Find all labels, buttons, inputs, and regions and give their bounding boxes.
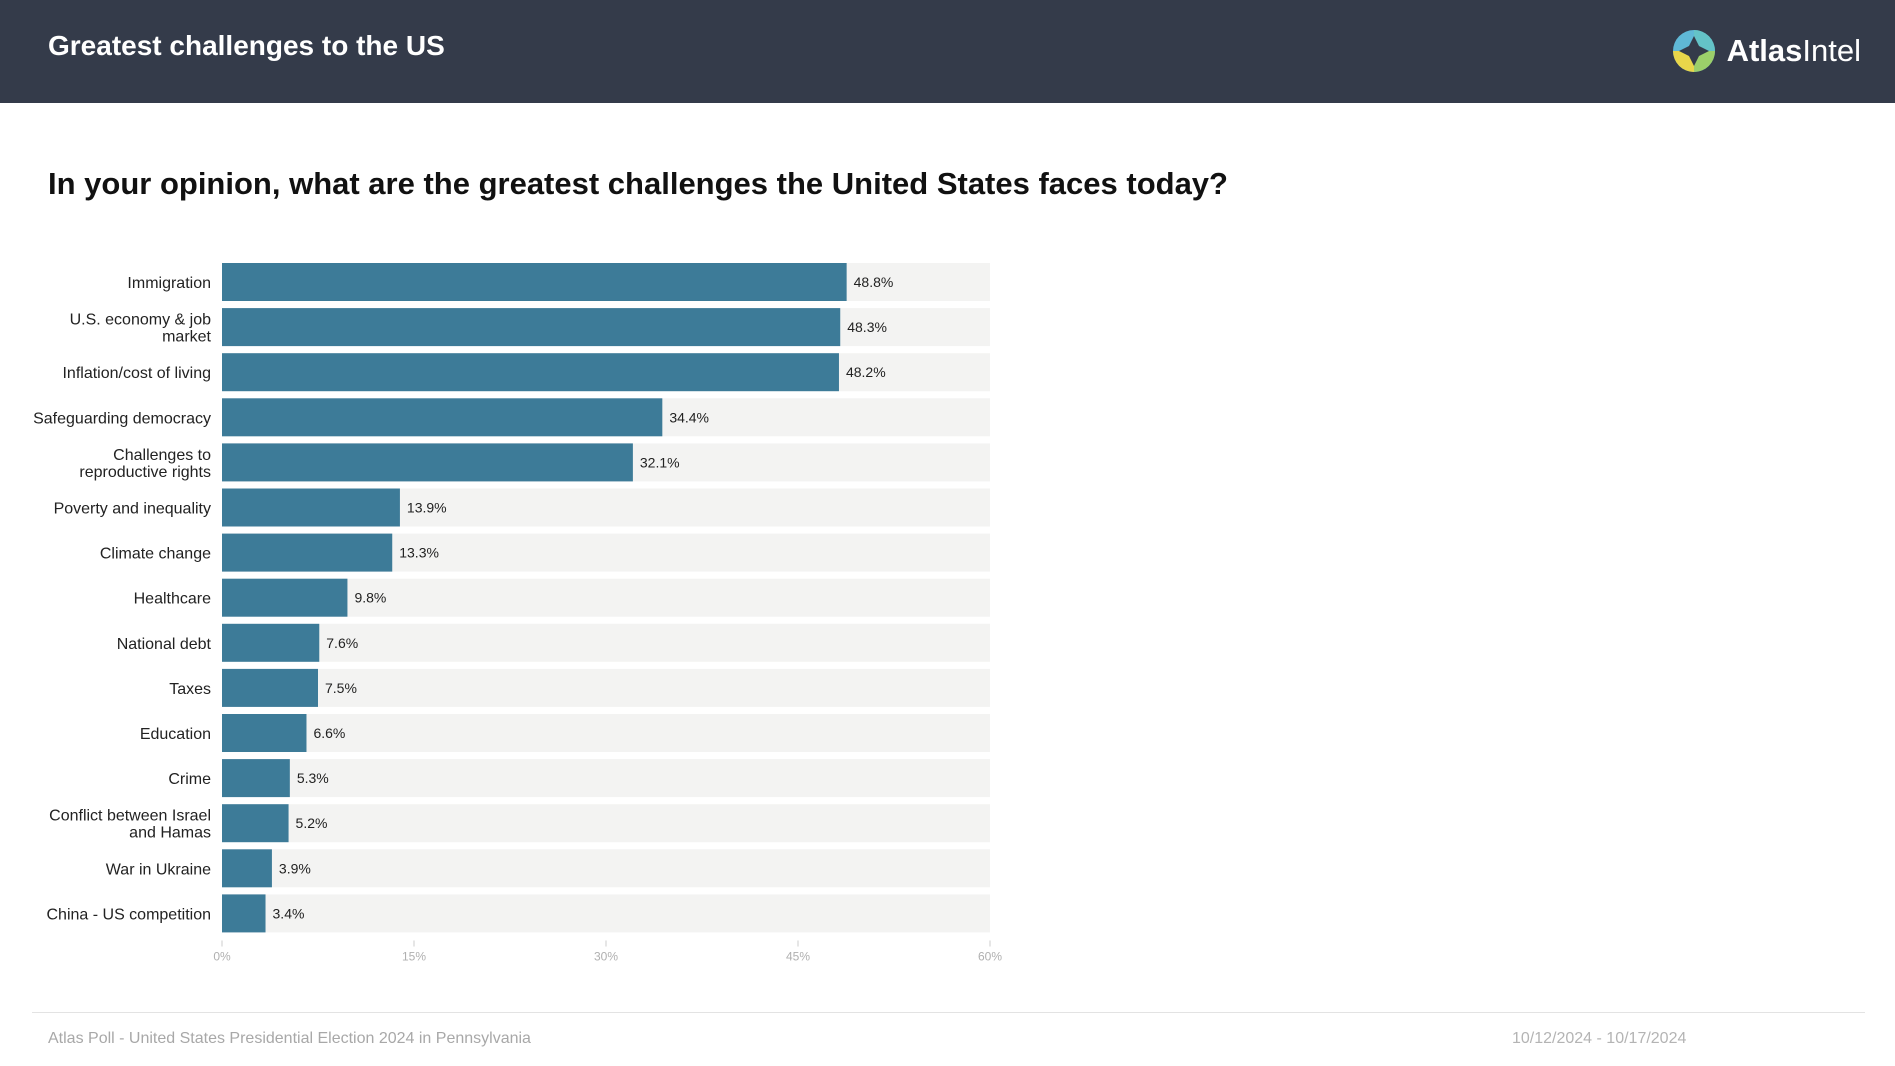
category-label: Challenges to reproductive rights: [79, 447, 211, 481]
bar: [222, 533, 393, 572]
bar-value-label: 13.9%: [407, 500, 447, 516]
bar-value-label: 6.6%: [313, 725, 345, 741]
category-label: U.S. economy & job market: [70, 312, 212, 346]
bar: [222, 263, 847, 301]
bar: [222, 578, 348, 617]
bar-value-label: 5.3%: [297, 770, 329, 786]
x-axis-tick-label: 30%: [594, 950, 618, 964]
bar: [222, 623, 320, 662]
bar-value-label: 13.3%: [399, 545, 439, 561]
category-label: Immigration: [127, 275, 211, 292]
bar: [222, 398, 663, 437]
bar: [222, 308, 841, 347]
bar-value-label: 3.4%: [273, 905, 305, 921]
bar-track: [222, 623, 990, 662]
bar-value-label: 48.2%: [846, 364, 886, 380]
footer-source: Atlas Poll - United States Presidential …: [48, 1030, 531, 1047]
x-axis-tick-label: 0%: [213, 950, 231, 964]
bar-value-label: 32.1%: [640, 454, 680, 470]
header-bar: Greatest challenges to the US AtlasIntel: [0, 0, 1895, 103]
bar-value-label: 7.6%: [326, 635, 358, 651]
bar: [222, 714, 307, 752]
category-label: China - US competition: [46, 906, 211, 923]
bar-value-label: 3.9%: [279, 860, 311, 876]
x-axis-tick-label: 60%: [978, 950, 1002, 964]
bar: [222, 668, 318, 707]
bar-track: [222, 759, 990, 798]
category-label: National debt: [117, 636, 212, 653]
bar-track: [222, 714, 990, 752]
compass-logo-icon: [1672, 30, 1715, 72]
bar-value-label: 48.3%: [847, 319, 887, 335]
category-label: Crime: [168, 771, 211, 788]
bar: [222, 804, 289, 843]
question-heading: In your opinion, what are the greatest c…: [48, 166, 1228, 201]
category-label: War in Ukraine: [106, 861, 211, 878]
x-axis-tick-label: 45%: [786, 950, 810, 964]
category-label: Education: [140, 726, 211, 743]
category-label: Poverty and inequality: [54, 501, 211, 518]
bar-track: [222, 578, 990, 617]
bar-value-label: 34.4%: [669, 409, 709, 425]
bar-chart: 48.8% Immigration 48.3% U.S. economy & job m…: [33, 263, 1002, 964]
bar-value-label: 9.8%: [354, 590, 386, 606]
bar: [222, 488, 400, 527]
bar-track: [222, 804, 990, 843]
category-label: Safeguarding democracy: [33, 410, 211, 427]
bar-track: [222, 894, 990, 933]
logo-wordmark: AtlasIntel: [1726, 33, 1861, 68]
category-label: Climate change: [100, 546, 211, 563]
bar: [222, 894, 266, 933]
bar: [222, 759, 290, 798]
bar-track: [222, 849, 990, 888]
bar: [222, 353, 839, 392]
category-label: Conflict between Israel and Hamas: [49, 808, 211, 842]
bar-track: [222, 668, 990, 707]
x-axis-tick-label: 15%: [402, 950, 426, 964]
footer-divider: [32, 1012, 1865, 1013]
category-label: Taxes: [169, 681, 211, 698]
category-label: Healthcare: [134, 591, 211, 608]
bar-value-label: 7.5%: [325, 680, 357, 696]
category-label: Inflation/cost of living: [62, 365, 211, 382]
bar: [222, 443, 633, 482]
header-title: Greatest challenges to the US: [48, 30, 445, 61]
bar-value-label: 48.8%: [854, 274, 894, 290]
bar: [222, 849, 272, 888]
atlasintel-logo: AtlasIntel: [1671, 27, 1861, 75]
footer-dates: 10/12/2024 - 10/17/2024: [1512, 1030, 1687, 1047]
bar-value-label: 5.2%: [296, 815, 328, 831]
